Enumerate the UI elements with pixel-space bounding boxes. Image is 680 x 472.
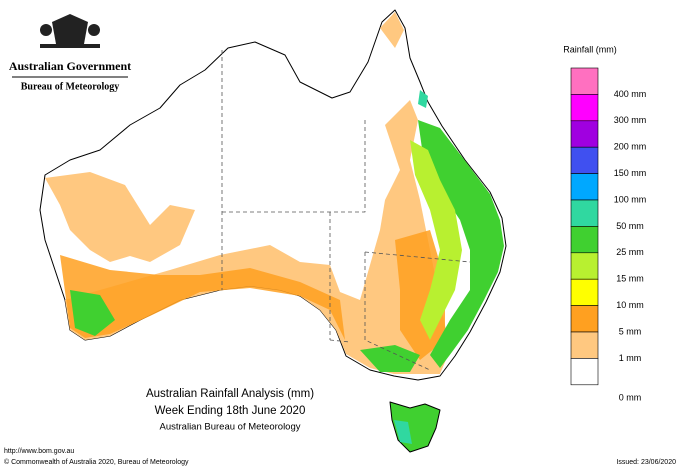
rain-5mm [60, 230, 445, 360]
map-title: Australian Rainfall Analysis (mm) [146, 388, 314, 400]
map-source: Australian Bureau of Meteorology [160, 422, 301, 433]
legend-swatch [570, 252, 599, 280]
legend-label: 5 mm [619, 326, 642, 336]
tasmania-wet [394, 420, 412, 444]
legend-swatch [570, 173, 599, 201]
legend-label: 100 mm [614, 194, 647, 204]
agency-name: Bureau of Meteorology [21, 81, 120, 92]
legend-label: 400 mm [614, 89, 647, 99]
legend-title: Rainfall (mm) [563, 44, 617, 54]
map [39, 9, 507, 453]
legend-swatch [570, 146, 599, 174]
legend-swatch [570, 331, 599, 359]
url: http://www.bom.gov.au [4, 448, 74, 455]
legend-swatch [570, 199, 599, 227]
legend-swatch [570, 278, 599, 306]
state-borders [221, 50, 471, 371]
map-subtitle: Week Ending 18th June 2020 [155, 405, 306, 417]
issued: Issued: 23/06/2020 [616, 459, 676, 466]
legend-label: 1 mm [619, 353, 642, 363]
legend-swatch [570, 226, 599, 254]
legend-swatch [570, 120, 599, 148]
legend-label: 10 mm [616, 300, 644, 310]
rain-50mm [418, 90, 428, 108]
legend-swatch [570, 94, 599, 122]
legend: 400 mm 300 mm 200 mm 150 mm 100 mm 50 mm 25 mm… [570, 67, 647, 402]
legend-label: 150 mm [614, 168, 647, 178]
legend-swatch [570, 305, 599, 333]
rain-15mm [410, 140, 462, 340]
crest [40, 14, 100, 48]
legend-label: 25 mm [616, 247, 644, 257]
legend-label: 200 mm [614, 142, 647, 152]
legend-swatch [570, 67, 599, 95]
copyright: © Commonwealth of Australia 2020, Bureau… [4, 458, 189, 466]
legend-label: 50 mm [616, 221, 644, 231]
gov-name: Australian Government [9, 59, 131, 73]
legend-label: 15 mm [616, 274, 644, 284]
legend-label: 300 mm [614, 115, 647, 125]
legend-label: 0 mm [619, 392, 642, 402]
legend-swatch [570, 358, 599, 386]
